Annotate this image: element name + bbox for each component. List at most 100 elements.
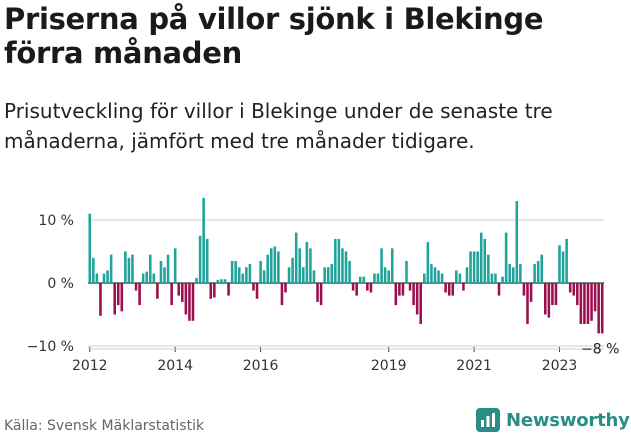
bar [326, 267, 330, 283]
x-tick-label: 2016 [243, 358, 279, 374]
x-tick-label: 2023 [542, 358, 578, 374]
bar [487, 254, 490, 283]
bar [565, 238, 568, 283]
bar [600, 283, 604, 334]
bar [568, 283, 572, 293]
bar [245, 267, 248, 283]
bar [462, 283, 465, 291]
bar [163, 267, 166, 283]
bar [437, 270, 440, 283]
bar [483, 238, 487, 283]
bar [380, 248, 383, 283]
bar [102, 273, 106, 283]
bar [401, 283, 405, 296]
bar [127, 257, 131, 283]
newsworthy-logo-icon [476, 408, 500, 432]
bar [558, 245, 561, 283]
bar [159, 260, 163, 283]
bar [458, 273, 462, 283]
bar [280, 283, 284, 306]
bar [551, 283, 554, 306]
bar [526, 283, 529, 324]
bar-chart: 10 % 0 % −10 % 2012 2014 2016 2019 2021 2023−8 % [27, 197, 619, 374]
bar [369, 283, 373, 293]
bar [497, 283, 501, 296]
y-tick-label: 0 % [47, 276, 74, 292]
bar [515, 201, 519, 283]
bar [405, 260, 408, 283]
bar [216, 279, 220, 283]
bar [237, 267, 241, 283]
bar [181, 283, 184, 302]
y-tick-label: 10 % [38, 213, 74, 229]
bar [230, 260, 234, 283]
bar [213, 283, 216, 298]
bar [544, 283, 547, 315]
bar [476, 251, 479, 283]
bar [412, 283, 415, 306]
bar [469, 251, 472, 283]
bar [255, 283, 259, 299]
bar [355, 283, 358, 296]
bar [554, 283, 558, 306]
bar [323, 267, 326, 283]
bar [337, 238, 341, 283]
bar [408, 283, 412, 291]
bar [455, 270, 458, 283]
bar [124, 251, 127, 283]
bar [383, 267, 387, 283]
bar [465, 267, 469, 283]
bar [472, 251, 476, 283]
bar [494, 273, 497, 283]
bar [294, 232, 298, 283]
last-value-label: −8 % [581, 341, 619, 357]
bar [113, 283, 116, 315]
bar [533, 264, 536, 283]
bar [390, 248, 394, 283]
bar [88, 213, 92, 283]
bar [490, 273, 494, 283]
bar [223, 279, 227, 283]
bar [92, 257, 95, 283]
bar [241, 273, 245, 283]
bar [302, 267, 305, 283]
bar [205, 238, 209, 283]
bar [590, 283, 593, 321]
bar [141, 273, 145, 283]
bar [583, 283, 586, 324]
x-tick-label: 2021 [456, 358, 492, 374]
bar [106, 270, 109, 283]
brand-name: Newsworthy [506, 409, 630, 431]
bar [593, 283, 597, 312]
bar [561, 251, 565, 283]
bar [511, 267, 515, 283]
y-tick-label: −10 % [27, 339, 74, 355]
bar [351, 283, 355, 291]
bar [423, 273, 426, 283]
bar [234, 260, 237, 283]
bar [572, 283, 576, 296]
bar [109, 254, 113, 283]
bar [501, 276, 504, 283]
bar [173, 248, 177, 283]
brand-logo[interactable]: Newsworthy [476, 408, 630, 432]
bar [419, 283, 423, 324]
bar [116, 283, 120, 306]
bar [451, 283, 455, 296]
bar [319, 283, 323, 306]
bar [287, 267, 291, 283]
bar [519, 264, 522, 283]
bar [362, 276, 366, 283]
bar [430, 264, 433, 283]
bar [188, 283, 191, 321]
bar [191, 283, 195, 321]
bar [198, 235, 202, 283]
bar [597, 283, 600, 334]
bar [447, 283, 451, 296]
bar [184, 283, 188, 315]
bar [262, 270, 266, 283]
bar [579, 283, 583, 324]
bar [209, 283, 213, 299]
bar [152, 273, 156, 283]
bar [269, 248, 273, 283]
